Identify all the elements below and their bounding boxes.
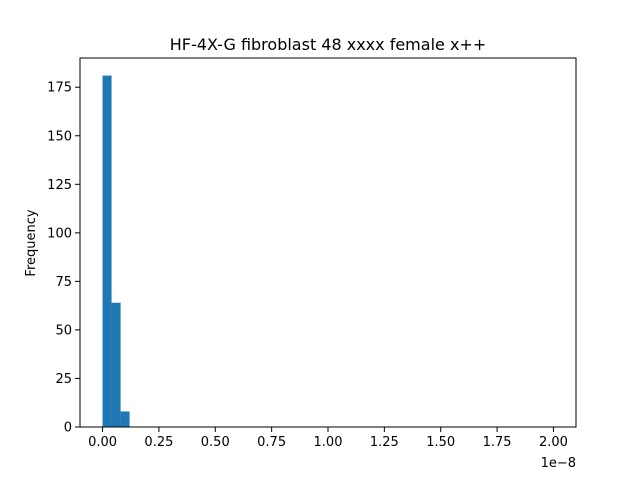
x-tick-label: 0.75 (257, 435, 286, 450)
y-tick-label: 0 (64, 421, 72, 436)
bars-group (102, 75, 130, 428)
x-axis-ticks: 0.00 0.25 0.50 0.75 1.00 1.25 1.50 1.75 2.00 (88, 427, 568, 450)
x-axis-offset-label: 1e−8 (541, 456, 576, 471)
y-tick-label: 175 (47, 81, 72, 96)
y-tick-label: 100 (47, 226, 72, 241)
histogram-bar (111, 302, 121, 427)
x-tick-label: 0.25 (144, 435, 173, 450)
y-tick-label: 50 (55, 323, 72, 338)
x-tick-label: 2.00 (539, 435, 568, 450)
x-tick-label: 0.00 (88, 435, 117, 450)
plot-area-frame (79, 57, 577, 428)
chart-title: HF-4X-G fibroblast 48 xxxx female x++ (170, 35, 486, 54)
x-tick-label: 1.00 (314, 435, 343, 450)
x-tick-label: 1.75 (483, 435, 512, 450)
y-tick-label: 75 (55, 275, 72, 290)
y-axis-label: Frequency (24, 209, 39, 276)
y-tick-label: 150 (47, 129, 72, 144)
x-tick-label: 1.25 (370, 435, 399, 450)
y-tick-label: 125 (47, 178, 72, 193)
y-axis-ticks: 0 25 50 75 100 125 150 175 (47, 81, 80, 436)
x-tick-label: 1.50 (426, 435, 455, 450)
histogram-bar (102, 75, 112, 428)
y-tick-label: 25 (55, 372, 72, 387)
x-tick-label: 0.50 (201, 435, 230, 450)
histogram-bar (120, 411, 130, 427)
